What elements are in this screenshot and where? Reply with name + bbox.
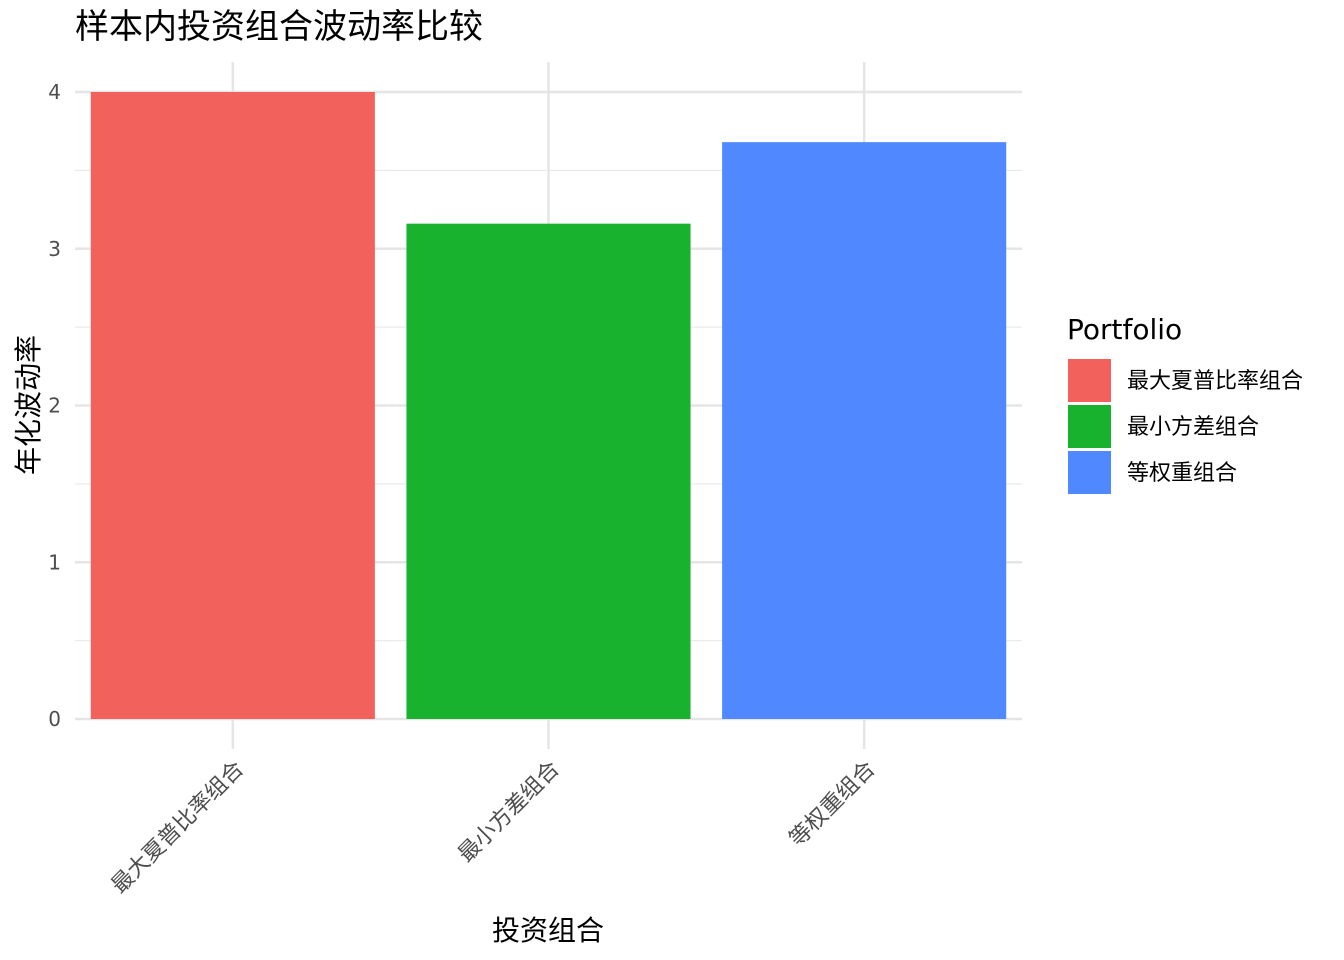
bar-2	[406, 223, 691, 720]
legend-key-2	[1068, 405, 1111, 448]
bar-3	[722, 142, 1007, 719]
x-axis-ticks: 最大夏普比率组合 最小方差组合 等权重组合	[107, 757, 880, 899]
legend-label-1: 最大夏普比率组合	[1127, 369, 1303, 394]
legend-title: Portfolio	[1067, 313, 1182, 346]
y-tick-label: 0	[48, 707, 61, 731]
bar-1	[90, 92, 375, 719]
y-axis-ticks: 0 1 2 3 4	[48, 80, 61, 731]
legend-label-3: 等权重组合	[1127, 461, 1237, 486]
x-axis-title: 投资组合	[492, 914, 604, 947]
y-tick-label: 1	[48, 550, 61, 574]
y-tick-label: 4	[48, 80, 61, 104]
y-tick-label: 3	[48, 237, 61, 261]
legend-key-3	[1068, 451, 1111, 494]
y-tick-label: 2	[48, 394, 61, 418]
x-tick-label: 最小方差组合	[454, 757, 565, 868]
bars	[90, 92, 1007, 720]
y-axis-title: 年化波动率	[12, 335, 45, 475]
legend-label-2: 最小方差组合	[1127, 415, 1259, 440]
legend-key-1	[1068, 359, 1111, 402]
x-tick-label: 最大夏普比率组合	[107, 757, 249, 899]
x-tick-label: 等权重组合	[785, 757, 880, 852]
chart-title: 样本内投资组合波动率比较	[75, 7, 483, 47]
